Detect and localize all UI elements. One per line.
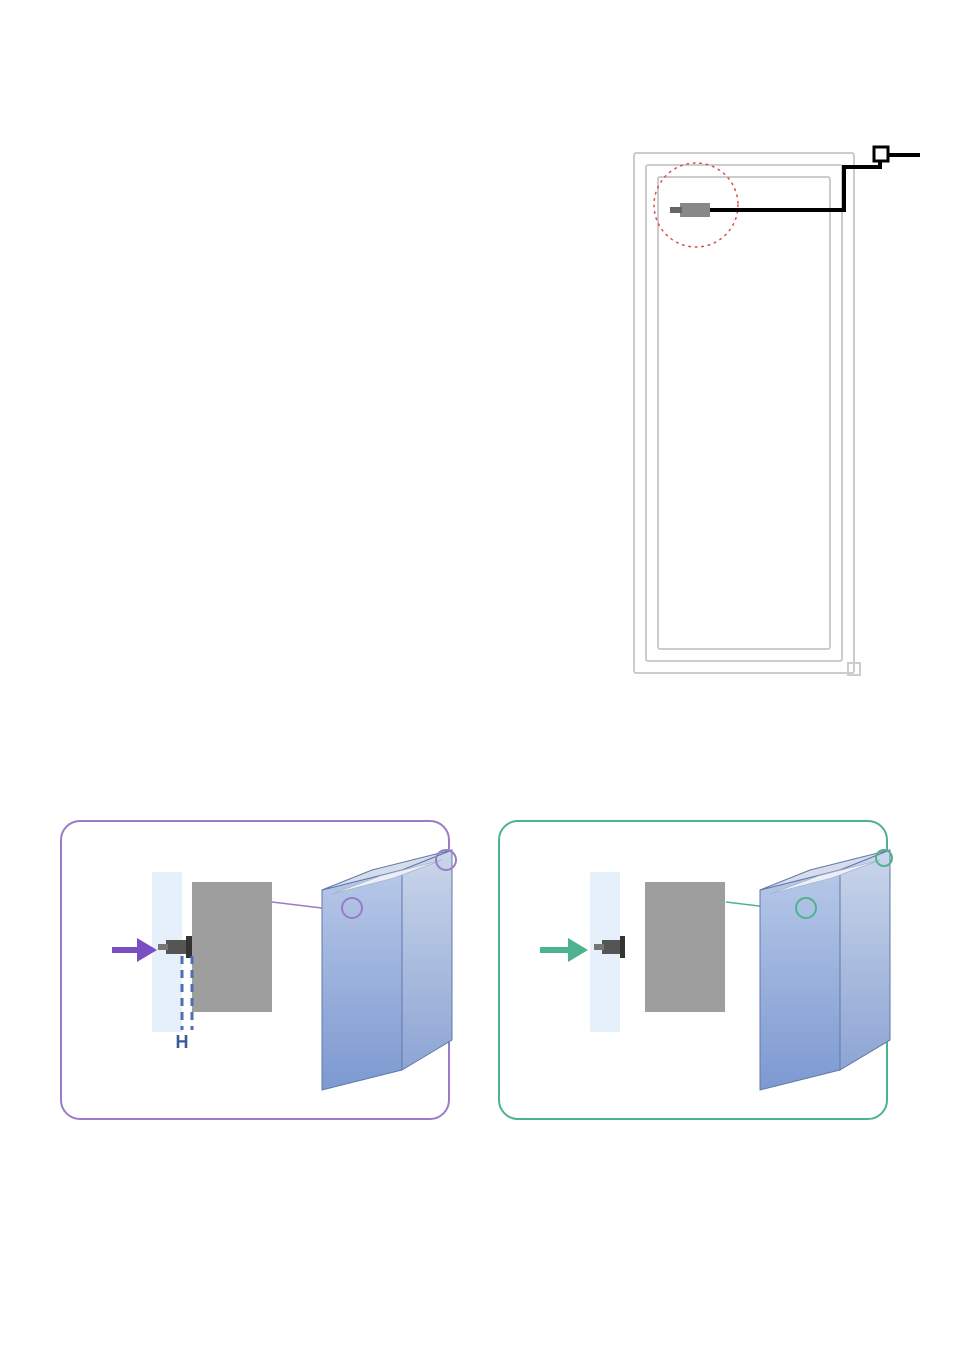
h-label: H [176,1032,189,1052]
iso-box-right [728,840,928,1100]
iso-box-left [290,840,490,1100]
top-schematic [610,135,930,695]
page-root: H [0,0,954,1350]
